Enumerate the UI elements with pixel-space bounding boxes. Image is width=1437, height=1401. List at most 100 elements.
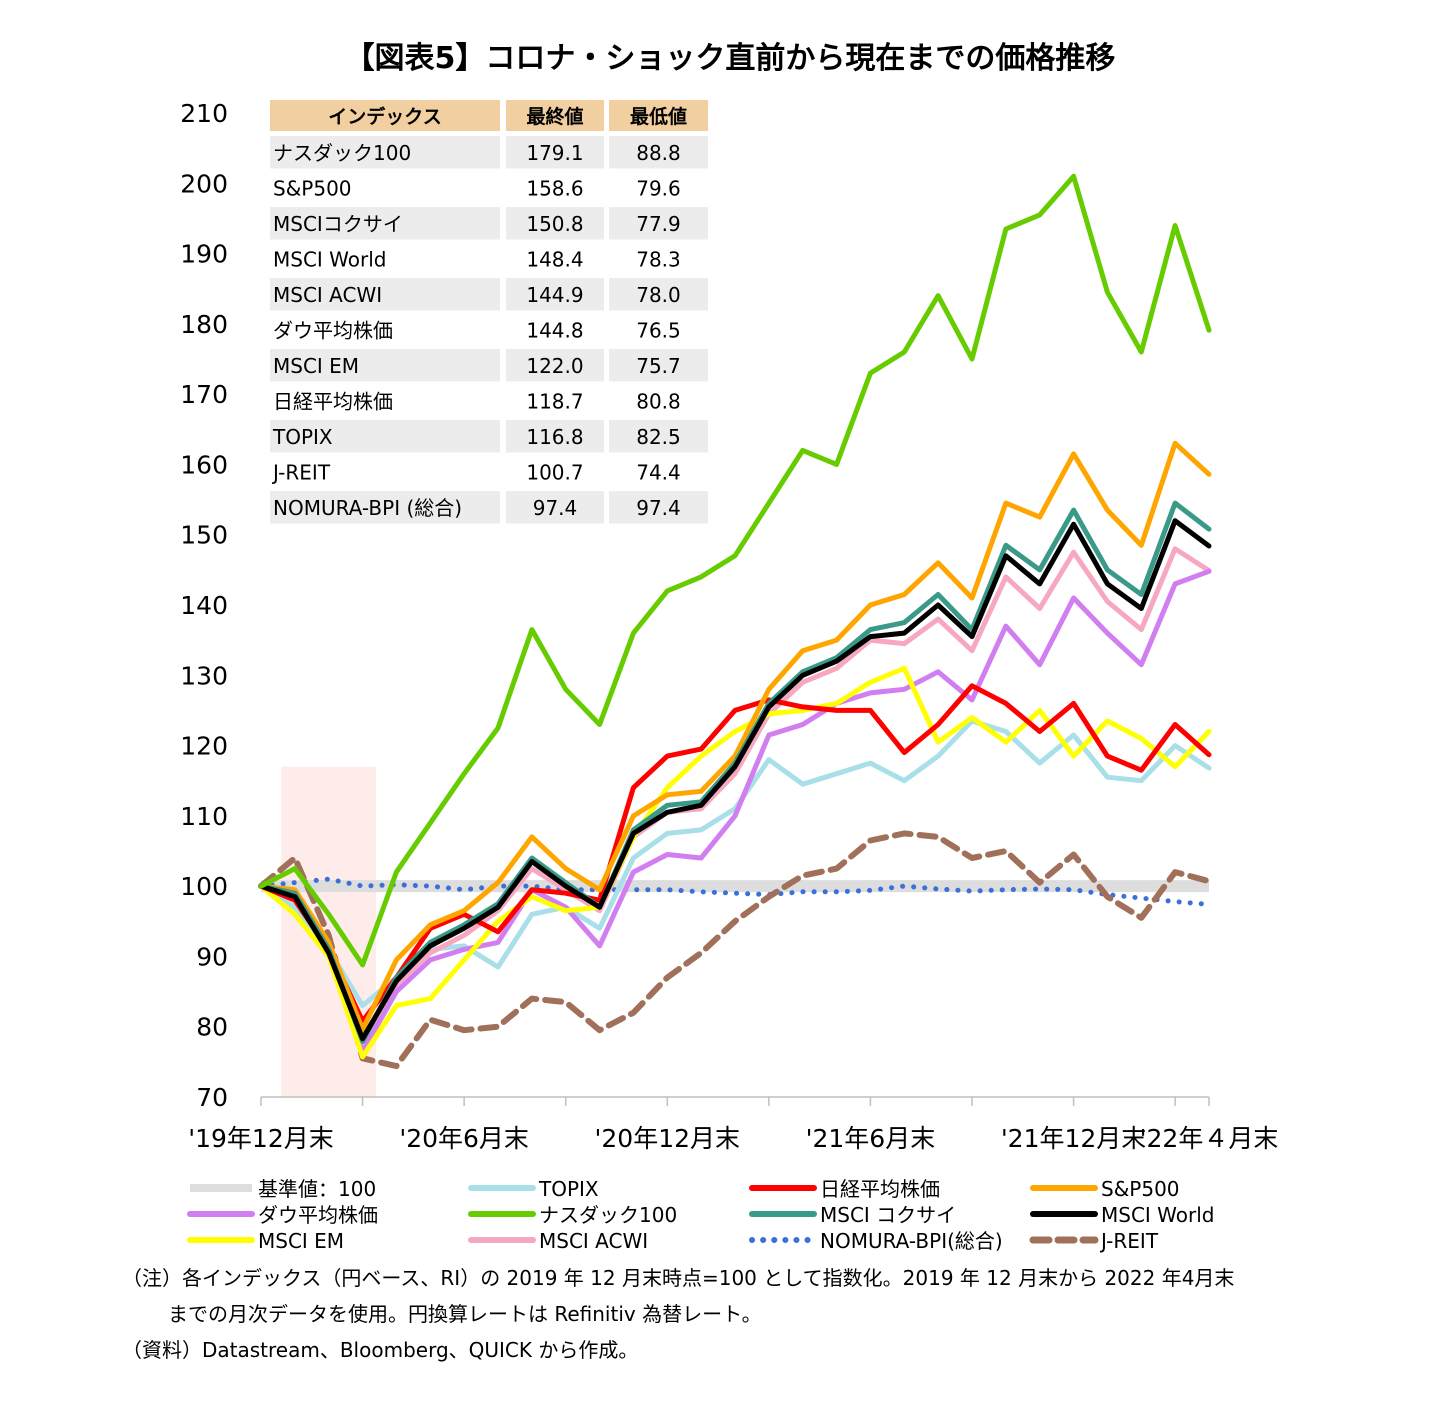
chart: 【図表5】コロナ・ショック直前から現在までの価格推移 70 80 90 100 110 1…	[180, 41, 1279, 1253]
x-tick-label: '20年12月末	[595, 1124, 741, 1153]
legend-label: S&P500	[1101, 1177, 1180, 1201]
table-index-name: S&P500	[273, 177, 352, 201]
table-value: 179.1	[526, 141, 583, 165]
series-line	[258, 518, 1212, 1042]
table-value: 100.7	[526, 461, 583, 485]
table-header-label: インデックス	[328, 105, 441, 128]
series-line	[258, 568, 1212, 1054]
legend-label: NOMURA-BPI(総合)	[820, 1229, 1003, 1253]
y-tick-label: 80	[196, 1013, 228, 1042]
y-tick-label: 110	[180, 802, 228, 831]
table-value: 122.0	[526, 354, 583, 378]
source-note: （資料）Datastream、Bloomberg、QUICK から作成。	[122, 1338, 639, 1362]
table-row-stripe	[506, 278, 604, 311]
table-value: 116.8	[526, 425, 583, 449]
y-tick-label: 90	[196, 942, 228, 971]
legend-label: TOPIX	[538, 1177, 599, 1201]
table-index-name: MSCIコクサイ	[273, 212, 403, 236]
table-row-stripe	[506, 491, 604, 524]
x-tick-label: '21年12月末	[1001, 1124, 1147, 1153]
x-tick-label: '19年12月末	[188, 1124, 334, 1153]
table-value: 97.4	[533, 496, 578, 520]
table-value: 78.3	[636, 248, 681, 272]
table-index-name: MSCI World	[273, 248, 387, 272]
x-tick-label: '22年４月末	[1140, 1124, 1279, 1153]
table-header-label: 最終値	[526, 105, 583, 128]
table-row-stripe	[270, 136, 500, 169]
x-tick-label: '21年6月末	[806, 1124, 936, 1153]
series-line	[258, 546, 1212, 1044]
series-line	[258, 876, 1212, 907]
note-line-2: までの月次データを使用。円換算レートは Refinitiv 為替レート。	[168, 1302, 762, 1326]
y-tick-label: 130	[180, 661, 228, 690]
table-header-cell	[270, 100, 500, 131]
table-value: 97.4	[636, 496, 681, 520]
table-value: 150.8	[526, 212, 583, 236]
table-value: 76.5	[636, 319, 681, 343]
table-index-name: J-REIT	[271, 461, 331, 485]
series-line	[258, 830, 1212, 1070]
table-index-name: NOMURA-BPI (総合)	[273, 496, 462, 520]
table-header-cell	[609, 100, 708, 131]
plot-lines	[258, 173, 1212, 1070]
legend-label: J-REIT	[1099, 1229, 1159, 1253]
table-row-stripe	[609, 491, 708, 524]
y-tick-label: 70	[196, 1083, 228, 1112]
table-value: 88.8	[636, 141, 681, 165]
table-value: 144.9	[526, 283, 583, 307]
table-header-label: 最低値	[630, 105, 687, 128]
table-value: 75.7	[636, 354, 681, 378]
table-row-stripe	[270, 207, 500, 240]
series-line	[258, 683, 1212, 1024]
legend-label: 基準値：100	[258, 1177, 376, 1201]
legend-label: MSCI EM	[258, 1229, 344, 1253]
table-row-stripe	[270, 349, 500, 382]
table-value: 77.9	[636, 212, 681, 236]
table-row-stripe	[506, 136, 604, 169]
y-tick-label: 120	[180, 732, 228, 761]
table-index-name: ナスダック100	[273, 141, 411, 165]
legend-label: 日経平均株価	[820, 1177, 940, 1201]
y-tick-label: 200	[180, 169, 228, 198]
legend-label: ナスダック100	[539, 1203, 677, 1227]
y-tick-label: 160	[180, 450, 228, 479]
table-row-stripe	[270, 491, 500, 524]
table-row-stripe	[270, 420, 500, 453]
table-index-name: MSCI ACWI	[273, 283, 382, 307]
table-row-stripe	[609, 278, 708, 311]
table-row-stripe	[609, 136, 708, 169]
table-row-stripe	[506, 207, 604, 240]
y-tick-label: 190	[180, 240, 228, 269]
table-row-stripe	[609, 420, 708, 453]
y-tick-label: 100	[180, 872, 228, 901]
table-index-name: 日経平均株価	[273, 390, 393, 414]
y-tick-label: 140	[180, 591, 228, 620]
x-tick-label: '20年6月末	[399, 1124, 529, 1153]
table-row-stripe	[609, 349, 708, 382]
y-tick-label: 150	[180, 521, 228, 550]
x-axis: '19年12月末 '20年6月末 '20年12月末 '21年6月末 '21年12月末'2…	[188, 1096, 1279, 1153]
series-line	[258, 440, 1212, 1032]
chart-title: 【図表5】コロナ・ショック直前から現在までの価格推移	[345, 41, 1116, 76]
table-index-name: TOPIX	[272, 425, 333, 449]
y-tick-label: 180	[180, 310, 228, 339]
note-line-1: （注）各インデックス（円ベース、RI）の 2019 年 12 月末時点=100 …	[122, 1266, 1235, 1290]
legend-label: MSCI ACWI	[539, 1229, 648, 1253]
table-value: 79.6	[636, 177, 681, 201]
table-row-stripe	[506, 349, 604, 382]
table-row-stripe	[270, 278, 500, 311]
table-value: 158.6	[526, 177, 583, 201]
legend-label: MSCI コクサイ	[820, 1203, 956, 1227]
table-row-stripe	[609, 207, 708, 240]
table-value: 74.4	[636, 461, 681, 485]
table-value: 118.7	[526, 390, 583, 414]
table-value: 144.8	[526, 319, 583, 343]
y-tick-label: 210	[180, 99, 228, 128]
y-tick-label: 170	[180, 380, 228, 409]
table-index-name: MSCI EM	[273, 354, 359, 378]
table-value: 148.4	[526, 248, 583, 272]
table-row-stripe	[506, 420, 604, 453]
table-value: 80.8	[636, 390, 681, 414]
